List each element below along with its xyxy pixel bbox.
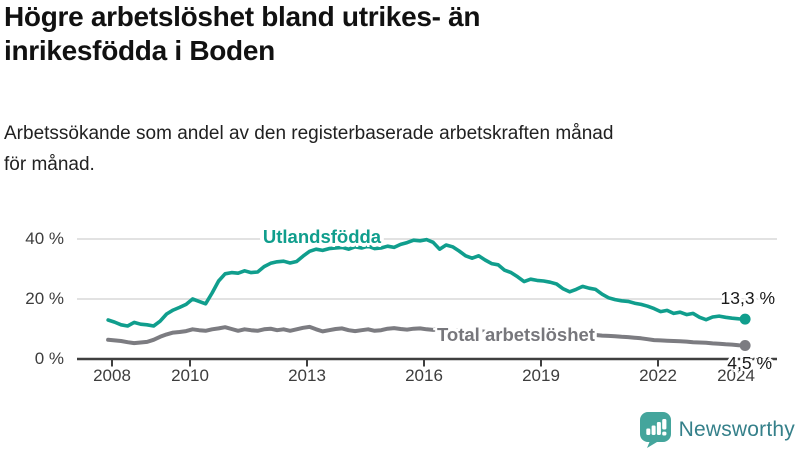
x-axis-label-2024: 2024: [717, 366, 755, 385]
x-axis-label-2022: 2022: [639, 366, 677, 385]
end-dot-total: [739, 340, 751, 351]
x-axis-ticks: [111, 360, 737, 367]
brand-name: Newsworthy: [678, 418, 795, 441]
line-utlandsfodda: [106, 237, 747, 328]
x-axis-label-2016: 2016: [405, 366, 443, 385]
x-axis-label-2010: 2010: [171, 366, 209, 385]
x-axis-label-2013: 2013: [288, 366, 326, 385]
end-value-total: 4,5 %: [727, 353, 772, 373]
chart-subtitle-line-2: för månad.: [4, 154, 95, 175]
y-axis-label-40: 40 %: [25, 229, 64, 248]
chart-title-line-1: Högre arbetslöshet bland utrikes- än: [4, 1, 481, 32]
end-value-utlandsfodda: 13,3 %: [720, 288, 775, 308]
chart-subtitle-line-1: Arbetssökande som andel av den registerb…: [4, 123, 614, 144]
x-axis-label-2008: 2008: [93, 366, 131, 385]
bar-chart-speech-bubble-icon: [639, 412, 671, 448]
series-label-total-arbetsloshet: Total arbetslöshet: [437, 324, 595, 345]
chart-title: Högre arbetslöshet bland utrikes- än inr…: [4, 0, 764, 68]
chart-subtitle: Arbetssökande som andel av den registerb…: [4, 118, 784, 180]
series-label-utlandsfodda: Utlandsfödda: [262, 226, 382, 247]
end-dot-utlandsfodda: [739, 313, 751, 325]
x-axis-label-2019: 2019: [522, 366, 560, 385]
chart-title-line-2: inrikesfödda i Boden: [4, 35, 275, 66]
y-axis-label-20: 20 %: [25, 289, 64, 308]
line-total-arbetsloshet: [106, 324, 748, 348]
y-axis-label-0: 0 %: [34, 349, 64, 368]
newsworthy-logo: Newsworthy: [639, 412, 795, 448]
